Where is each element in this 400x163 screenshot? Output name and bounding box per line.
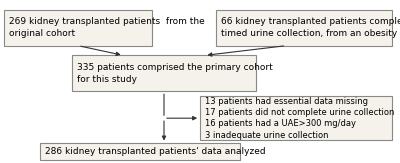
FancyBboxPatch shape xyxy=(216,10,392,46)
Text: 13 patients had essential data missing
17 patients did not complete urine collec: 13 patients had essential data missing 1… xyxy=(205,96,394,140)
FancyBboxPatch shape xyxy=(200,96,392,140)
Text: 269 kidney transplanted patients  from the
original cohort: 269 kidney transplanted patients from th… xyxy=(9,17,204,38)
Text: 335 patients comprised the primary cohort
for this study: 335 patients comprised the primary cohor… xyxy=(77,63,272,84)
FancyBboxPatch shape xyxy=(72,55,256,91)
Text: 286 kidney transplanted patients' data analyzed: 286 kidney transplanted patients' data a… xyxy=(45,147,266,156)
Text: 66 kidney transplanted patients completed a
timed urine collection, from an obes: 66 kidney transplanted patients complete… xyxy=(221,17,400,38)
FancyBboxPatch shape xyxy=(4,10,152,46)
FancyBboxPatch shape xyxy=(40,143,240,160)
